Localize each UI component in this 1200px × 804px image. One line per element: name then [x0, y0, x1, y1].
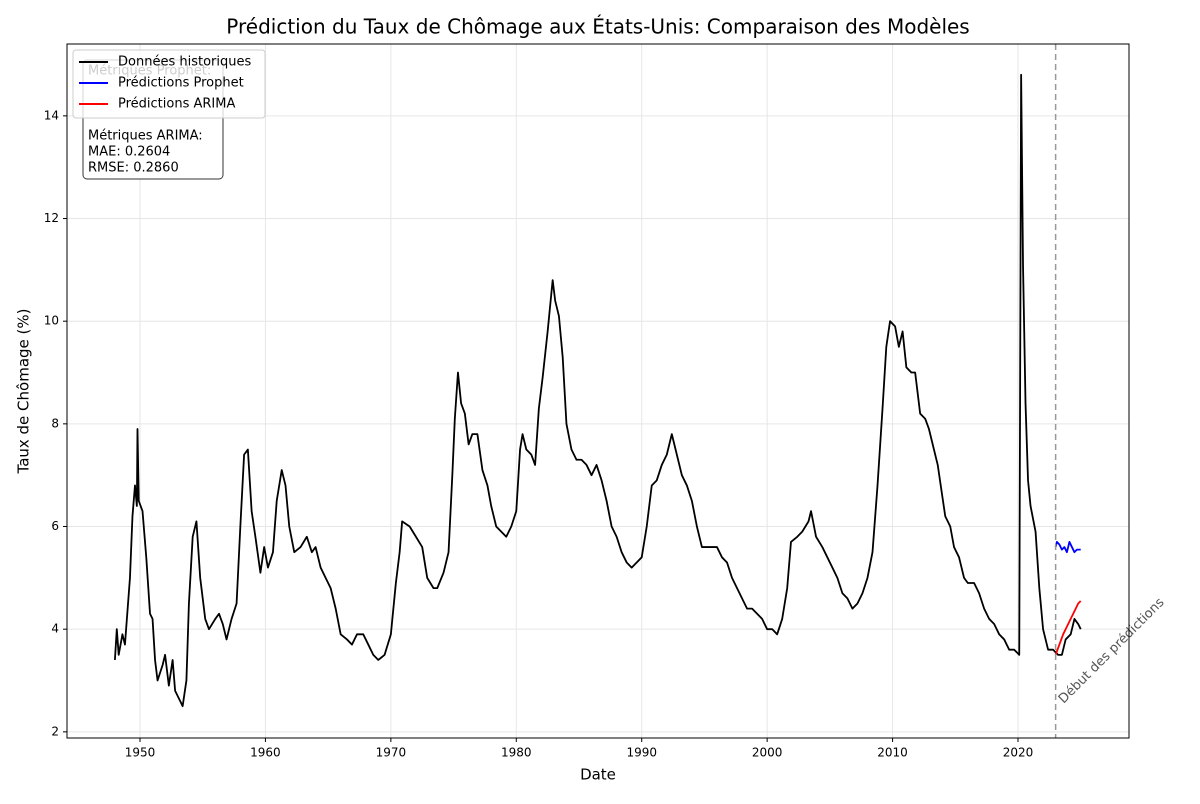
y-tick-label: 2 [51, 724, 59, 738]
x-tick-label: 1960 [250, 746, 281, 760]
series-line [1054, 541, 1081, 554]
metrics-text: Métriques ARIMA: [88, 129, 203, 144]
prediction-start-label: Début des prédictions [1056, 595, 1168, 707]
x-axis-label: Date [580, 766, 616, 784]
x-tick-label: 2000 [752, 746, 783, 760]
y-axis-label: Taux de Chômage (%) [15, 309, 33, 475]
x-tick-label: 1950 [125, 746, 156, 760]
legend-label: Prédictions ARIMA [118, 97, 235, 112]
legend-label: Données historiques [118, 55, 251, 70]
x-tick-label: 2010 [877, 746, 908, 760]
y-tick-label: 8 [51, 416, 59, 430]
x-tick-label: 1980 [501, 746, 532, 760]
legend-label: Prédictions Prophet [118, 76, 244, 91]
x-tick-label: 1990 [626, 746, 657, 760]
metrics-text: MAE: 0.2604 [88, 145, 170, 160]
y-tick-label: 6 [51, 519, 59, 533]
x-tick-label: 1970 [376, 746, 407, 760]
plot-frame [66, 43, 1130, 739]
series-line [1054, 600, 1082, 656]
y-tick-label: 10 [44, 314, 59, 328]
legend-box [72, 49, 266, 119]
chart-title: Prédiction du Taux de Chômage aux États-… [226, 15, 969, 39]
y-tick-label: 14 [44, 108, 59, 122]
y-tick-label: 12 [44, 211, 59, 225]
series-line [114, 73, 1082, 708]
x-tick-label: 2020 [1003, 746, 1034, 760]
metrics-text: RMSE: 0.2860 [88, 161, 179, 176]
y-tick-label: 4 [51, 622, 59, 636]
